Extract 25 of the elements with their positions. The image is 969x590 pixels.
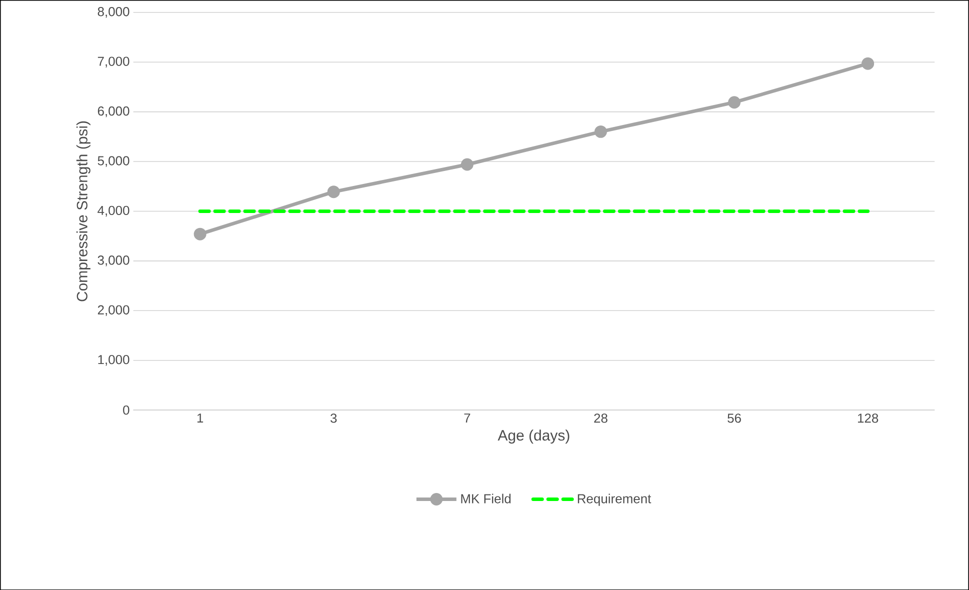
- point: [460, 158, 474, 171]
- legend-label: Requirement: [578, 494, 652, 506]
- y-tick-label: 7,000: [98, 56, 130, 68]
- y-tick-label: 4,000: [98, 206, 130, 216]
- y-tick-label: 5,000: [98, 156, 130, 167]
- y-tick-label: 8,000: [98, 6, 130, 18]
- point: [862, 57, 874, 70]
- point: [594, 125, 607, 138]
- x-tick-label: 128: [858, 413, 878, 423]
- y-tick-label: 6,000: [98, 106, 130, 118]
- point: [194, 228, 206, 240]
- y-tick-label: 3,000: [98, 255, 130, 266]
- x-tick-label: 56: [728, 413, 741, 423]
- x-tick-label: 1: [197, 413, 204, 422]
- x-axis-title: Age (days): [498, 429, 570, 444]
- y-tick-label: 1,000: [98, 354, 130, 366]
- x-tick-label: 28: [594, 413, 608, 423]
- point: [327, 185, 340, 198]
- x-tick-label: 3: [330, 413, 337, 423]
- point: [728, 96, 741, 108]
- y-axis-title: Compressive Strength (psi): [76, 121, 90, 302]
- x-tick-label: 7: [464, 413, 470, 422]
- y-tick-label: 0: [123, 405, 130, 415]
- y-tick-label: 2,000: [98, 305, 130, 316]
- legend-label: MK Field: [461, 494, 511, 504]
